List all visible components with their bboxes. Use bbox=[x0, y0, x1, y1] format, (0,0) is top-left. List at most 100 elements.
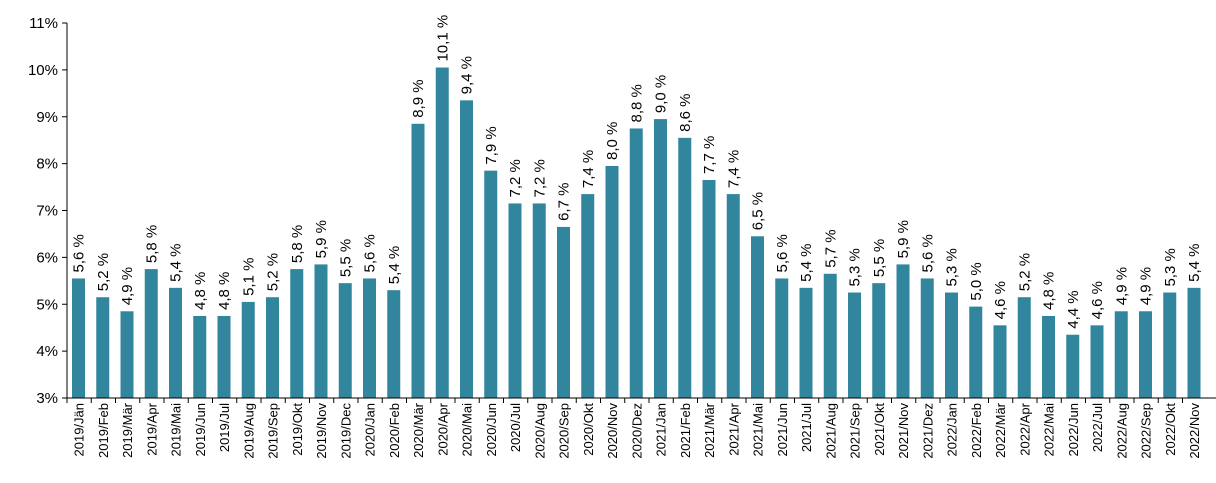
y-axis: 3% 4% 5% 6% 7% 8% 9% 10% 11% bbox=[28, 15, 68, 407]
x-tick-label: 2021/Jan bbox=[654, 403, 669, 457]
data-label: 4,9 % bbox=[1113, 267, 1130, 305]
x-tick-label: 2019/Okt bbox=[290, 403, 305, 456]
bar bbox=[144, 269, 158, 398]
bar bbox=[702, 180, 716, 398]
bar bbox=[314, 264, 328, 398]
x-tick-label: 2022/Feb bbox=[969, 403, 984, 458]
x-tick-label: 2022/Apr bbox=[1017, 402, 1032, 455]
bar bbox=[217, 315, 231, 398]
x-tick-label: 2022/Jan bbox=[945, 403, 960, 457]
bar bbox=[605, 165, 619, 398]
x-tick-label: 2021/Apr bbox=[726, 402, 741, 455]
x-tick-label: 2021/Mär bbox=[702, 402, 717, 458]
y-tick-label: 7% bbox=[36, 203, 58, 220]
bar bbox=[775, 278, 789, 398]
bar bbox=[799, 287, 813, 398]
x-tick-label: 2019/Apr bbox=[144, 402, 159, 455]
bar bbox=[460, 100, 473, 398]
bar bbox=[678, 137, 692, 398]
bar bbox=[169, 287, 182, 398]
bar bbox=[1017, 297, 1031, 398]
x-tick-label: 2019/Jän bbox=[72, 403, 87, 457]
data-label: 10,1 % bbox=[434, 15, 451, 62]
x-tick-label: 2022/Mär bbox=[993, 402, 1008, 458]
data-label: 9,4 % bbox=[459, 56, 476, 94]
bar bbox=[1163, 292, 1177, 398]
bar bbox=[96, 297, 110, 398]
data-label: 5,9 % bbox=[895, 220, 912, 258]
bar bbox=[557, 226, 570, 398]
x-tick-label: 2022/Jun bbox=[1066, 403, 1081, 457]
bar bbox=[484, 170, 498, 398]
x-tick-label: 2020/Jun bbox=[484, 403, 499, 457]
data-label: 7,4 % bbox=[580, 150, 597, 188]
data-label: 5,7 % bbox=[822, 229, 839, 267]
x-tick-label: 2021/Jun bbox=[775, 403, 790, 457]
data-label: 5,6 % bbox=[71, 234, 88, 272]
x-tick-label: 2021/Sep bbox=[848, 403, 863, 459]
x-tick-label: 2020/Apr bbox=[435, 402, 450, 455]
data-label: 5,6 % bbox=[919, 234, 936, 272]
data-label: 4,8 % bbox=[216, 272, 233, 310]
bar bbox=[945, 292, 958, 398]
bar bbox=[241, 301, 255, 398]
data-label: 5,9 % bbox=[313, 220, 330, 258]
bar bbox=[751, 236, 764, 398]
bar bbox=[1066, 334, 1080, 398]
data-label: 7,2 % bbox=[507, 159, 524, 197]
x-tick-label: 2019/Jun bbox=[193, 403, 208, 457]
x-tick-label: 2021/Aug bbox=[823, 403, 838, 459]
data-label: 5,5 % bbox=[337, 239, 354, 277]
x-tick-label: 2019/Aug bbox=[241, 403, 256, 459]
data-label: 8,8 % bbox=[628, 84, 645, 122]
bar bbox=[629, 128, 643, 398]
x-tick-label: 2020/Okt bbox=[581, 403, 596, 456]
x-tick-label: 2020/Mär bbox=[411, 402, 426, 458]
bar bbox=[969, 306, 983, 398]
bar bbox=[896, 264, 910, 398]
x-tick-label: 2022/Okt bbox=[1163, 403, 1178, 456]
data-label: 4,6 % bbox=[992, 281, 1009, 319]
x-tick-label: 2020/Nov bbox=[605, 403, 620, 459]
x-tick-label: 2022/Mai bbox=[1042, 403, 1057, 457]
data-label: 7,9 % bbox=[483, 126, 500, 164]
bar bbox=[266, 297, 279, 398]
x-tick-label: 2019/Sep bbox=[266, 403, 281, 459]
data-label: 8,6 % bbox=[677, 93, 694, 131]
bar bbox=[387, 290, 401, 398]
x-tick-label: 2019/Jul bbox=[217, 403, 232, 452]
data-label: 7,2 % bbox=[531, 159, 548, 197]
bar bbox=[823, 273, 837, 398]
y-tick-label: 6% bbox=[36, 249, 58, 266]
data-label: 5,5 % bbox=[871, 239, 888, 277]
x-tick-label: 2021/Nov bbox=[896, 403, 911, 459]
bar bbox=[435, 67, 449, 398]
x-tick-label: 2021/Dez bbox=[920, 403, 935, 459]
x-tick-label: 2019/Nov bbox=[314, 403, 329, 459]
x-tick-label: 2019/Dec bbox=[338, 403, 353, 459]
x-tick-label: 2022/Nov bbox=[1187, 403, 1202, 459]
data-label: 5,4 % bbox=[1186, 243, 1203, 281]
data-label: 5,4 % bbox=[798, 243, 815, 281]
data-label: 5,8 % bbox=[289, 225, 306, 263]
bar bbox=[993, 325, 1007, 398]
x-tick-label: 2022/Aug bbox=[1114, 403, 1129, 459]
bar bbox=[1042, 315, 1055, 398]
bar bbox=[72, 278, 85, 398]
bar bbox=[726, 194, 740, 398]
x-tick-label: 2019/Mai bbox=[169, 403, 184, 457]
x-tick-label: 2020/Jul bbox=[508, 403, 523, 452]
data-label: 7,7 % bbox=[701, 136, 718, 174]
x-tick-label: 2022/Jul bbox=[1090, 403, 1105, 452]
data-label: 5,2 % bbox=[1016, 253, 1033, 291]
x-tick-label: 2021/Okt bbox=[872, 403, 887, 456]
data-label: 4,8 % bbox=[1041, 272, 1058, 310]
bar bbox=[581, 194, 595, 398]
data-label: 5,1 % bbox=[240, 258, 257, 296]
data-label: 5,3 % bbox=[847, 248, 864, 286]
bar bbox=[508, 203, 522, 398]
x-tick-label: 2020/Mai bbox=[460, 403, 475, 457]
x-tick-label: 2020/Aug bbox=[532, 403, 547, 459]
data-label: 5,2 % bbox=[95, 253, 112, 291]
